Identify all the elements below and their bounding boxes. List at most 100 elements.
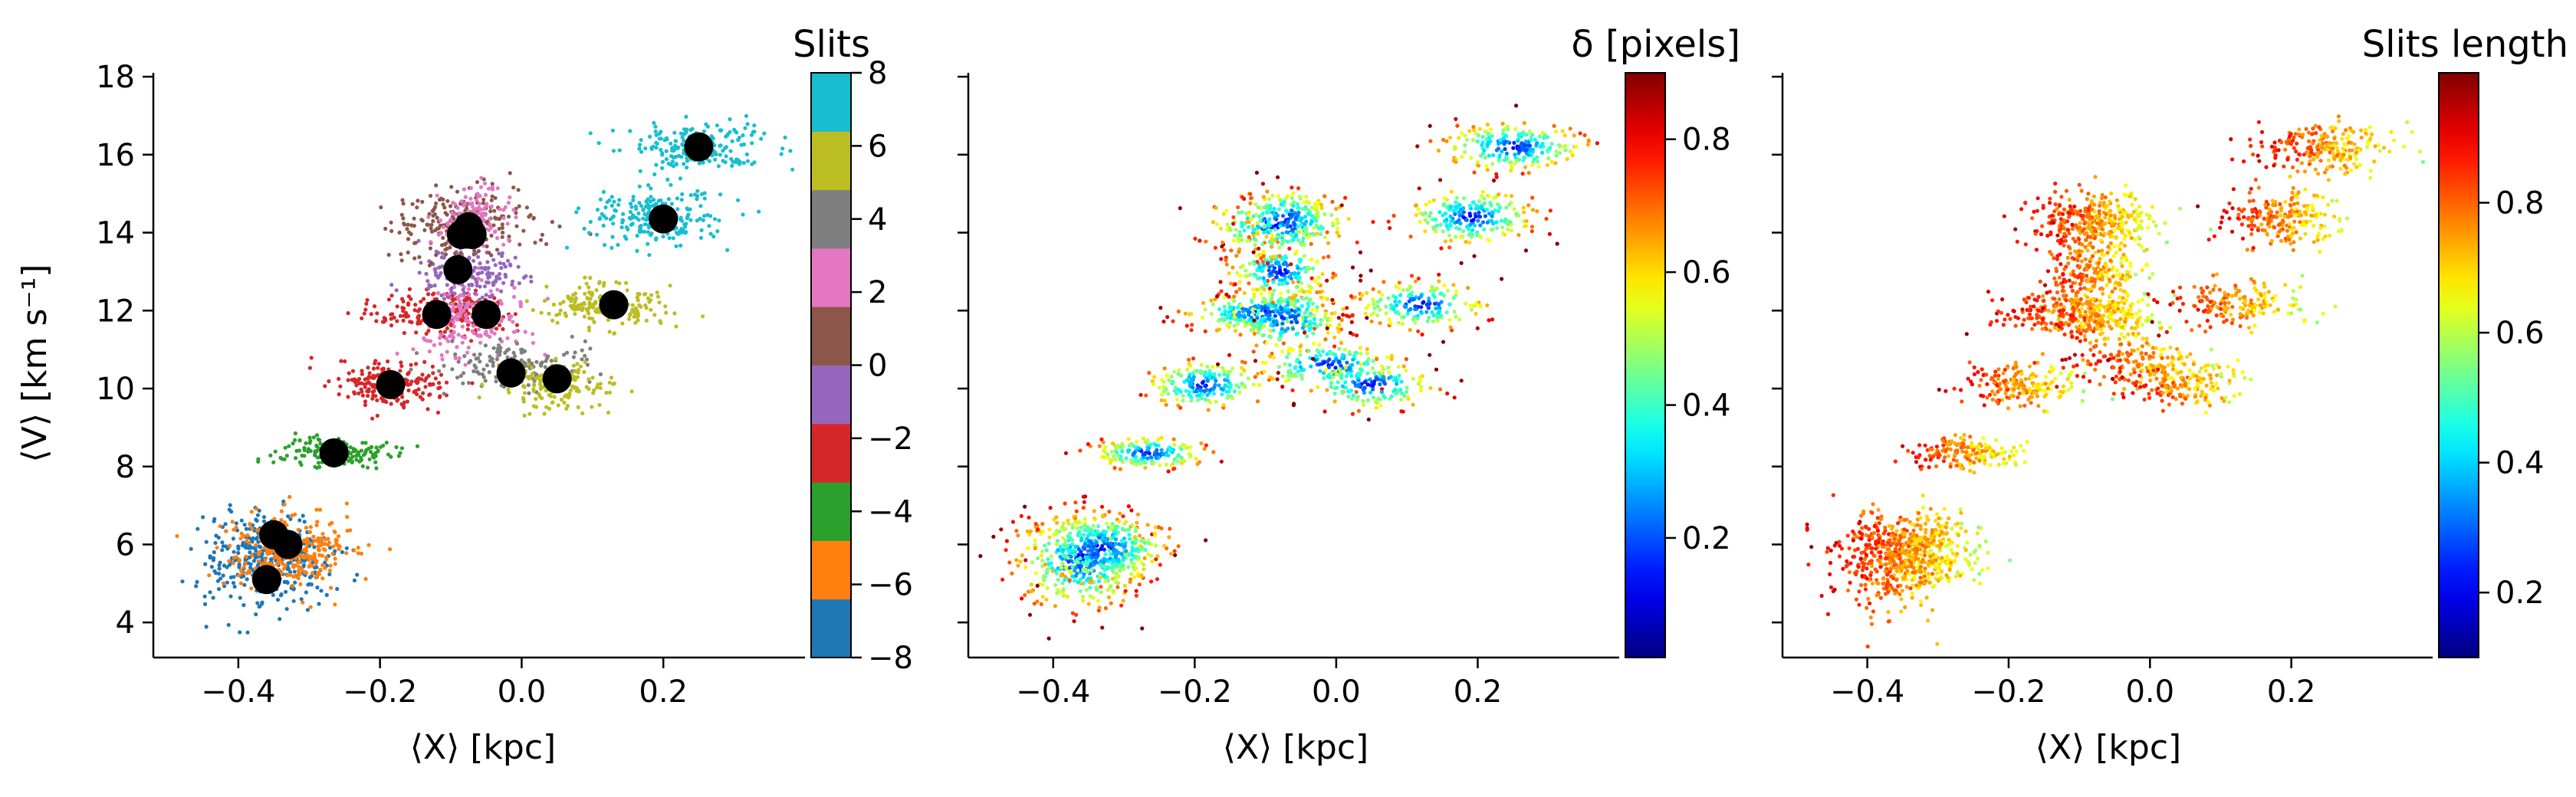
data-point xyxy=(223,522,228,526)
data-point xyxy=(1309,241,1313,246)
data-point xyxy=(1110,569,1115,573)
data-point xyxy=(305,608,310,612)
data-point xyxy=(363,576,368,582)
data-point xyxy=(1280,321,1285,326)
data-point xyxy=(395,304,399,309)
data-point xyxy=(1060,561,1065,566)
data-point xyxy=(1161,452,1165,457)
data-point xyxy=(631,308,636,313)
data-point xyxy=(481,244,486,248)
data-point xyxy=(1010,520,1015,524)
data-point xyxy=(1257,287,1262,291)
data-point xyxy=(1117,519,1122,524)
data-point xyxy=(684,130,688,135)
data-point xyxy=(635,314,639,319)
data-point xyxy=(293,512,297,517)
data-point xyxy=(1319,202,1323,207)
data-point xyxy=(457,356,462,360)
data-point xyxy=(1282,200,1286,205)
data-point xyxy=(1254,170,1259,175)
data-point xyxy=(313,464,317,469)
data-point xyxy=(1259,291,1263,296)
data-point xyxy=(1061,521,1066,526)
data-point xyxy=(1280,257,1284,262)
data-point xyxy=(1036,527,1040,532)
data-point xyxy=(745,159,751,163)
data-point xyxy=(564,313,569,318)
data-point xyxy=(1268,228,1273,233)
data-point xyxy=(406,250,410,255)
data-point xyxy=(346,378,350,382)
data-point xyxy=(642,229,647,234)
data-point xyxy=(227,562,232,567)
y-tick-label: 12 xyxy=(96,294,135,329)
data-point xyxy=(1339,363,1343,368)
data-point xyxy=(1018,559,1023,564)
data-point xyxy=(729,156,734,162)
data-point xyxy=(415,381,419,385)
data-point xyxy=(1217,317,1222,322)
data-point xyxy=(450,339,455,343)
data-point xyxy=(1112,466,1117,471)
data-point xyxy=(1223,309,1227,313)
data-point xyxy=(353,380,358,385)
data-point xyxy=(1296,271,1301,275)
data-point xyxy=(372,389,376,393)
data-point xyxy=(1294,229,1299,234)
data-point xyxy=(1303,310,1307,316)
data-point xyxy=(402,222,407,227)
data-point xyxy=(1102,572,1106,578)
data-point xyxy=(1097,444,1102,448)
data-point xyxy=(1070,549,1074,554)
data-point xyxy=(260,561,264,566)
data-point xyxy=(1290,208,1294,213)
data-point xyxy=(1238,265,1243,270)
data-point xyxy=(595,208,600,212)
data-point xyxy=(1195,383,1200,388)
data-point xyxy=(741,212,745,217)
data-point xyxy=(1106,456,1111,461)
data-point xyxy=(419,377,424,382)
data-point xyxy=(1113,537,1119,542)
data-point xyxy=(595,232,600,237)
data-point xyxy=(348,528,353,533)
data-point xyxy=(293,580,297,585)
data-point xyxy=(1261,333,1267,337)
data-point xyxy=(547,392,551,397)
data-point xyxy=(1152,531,1157,536)
data-point xyxy=(333,562,337,566)
data-point xyxy=(1259,256,1263,261)
data-point xyxy=(1122,583,1127,589)
data-point xyxy=(432,267,437,272)
data-point xyxy=(572,385,577,389)
data-point xyxy=(260,600,264,605)
data-point xyxy=(679,155,684,159)
data-point xyxy=(1075,526,1079,530)
data-point xyxy=(1262,230,1267,235)
data-point xyxy=(1048,506,1053,510)
data-point xyxy=(212,550,216,555)
data-point xyxy=(1145,523,1150,527)
data-point xyxy=(1297,289,1302,294)
data-point xyxy=(383,318,388,323)
data-point xyxy=(1123,589,1128,593)
data-point xyxy=(1073,553,1077,557)
data-point xyxy=(1082,500,1086,504)
data-point xyxy=(1315,308,1319,313)
data-point xyxy=(688,193,693,198)
data-point xyxy=(1225,375,1230,379)
data-point xyxy=(373,454,378,458)
data-point xyxy=(1341,307,1346,311)
data-point xyxy=(576,405,580,410)
data-point xyxy=(337,534,341,539)
data-point xyxy=(1213,245,1217,250)
data-point xyxy=(1252,272,1257,277)
data-point xyxy=(437,381,442,385)
data-point xyxy=(654,202,659,206)
data-point xyxy=(359,551,363,556)
data-point xyxy=(718,192,723,197)
data-point xyxy=(417,254,422,260)
data-point xyxy=(1301,236,1306,241)
data-point xyxy=(698,235,704,240)
